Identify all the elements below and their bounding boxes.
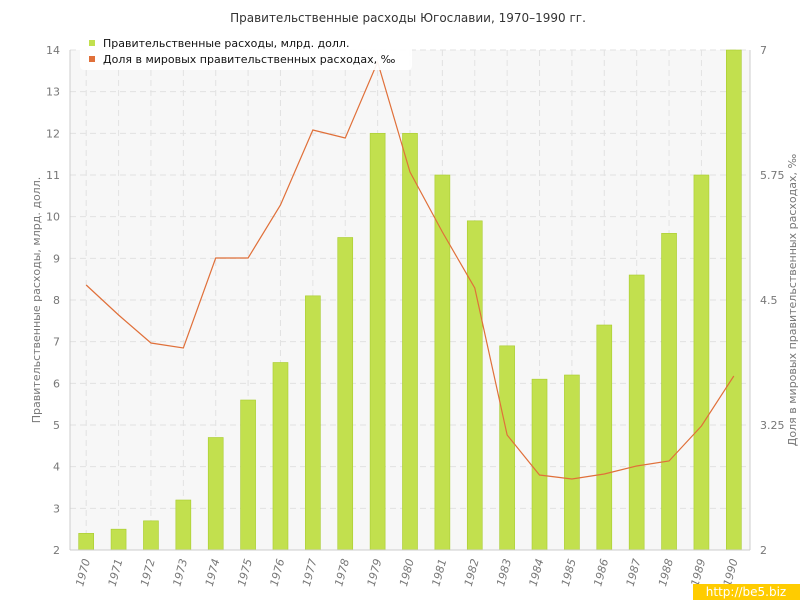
- bar-1987: [628, 274, 645, 551]
- bar-1974: [207, 437, 224, 551]
- y-tick-left: 7: [53, 336, 60, 349]
- legend-item-bars: Правительственные расходы, млрд. долл.: [103, 37, 349, 50]
- bar-1970: [78, 533, 94, 551]
- bar-1973: [175, 499, 192, 551]
- watermark-link[interactable]: http://be5.biz: [706, 585, 786, 599]
- y-tick-left: 6: [53, 377, 60, 390]
- y-tick-right: 4.5: [760, 294, 778, 307]
- y-tick-left: 13: [46, 86, 60, 99]
- chart-title: Правительственные расходы Югославии, 197…: [230, 11, 586, 25]
- y-tick-left: 8: [53, 294, 60, 307]
- bar-1979: [369, 133, 386, 551]
- y-tick-right: 7: [760, 44, 767, 57]
- bar-1978: [337, 237, 354, 551]
- y-tick-left: 10: [46, 211, 60, 224]
- bar-1975: [240, 399, 256, 551]
- y-tick-right: 3.25: [760, 419, 785, 432]
- bar-1983: [499, 345, 515, 551]
- bar-1990: [726, 49, 742, 551]
- y-axis-label-left: Правительственные расходы, млрд. долл.: [30, 177, 43, 423]
- bar-1976: [272, 362, 289, 551]
- y-tick-left: 4: [53, 461, 60, 474]
- legend-item-line: Доля в мировых правительственных расхода…: [103, 53, 396, 66]
- bar-1986: [596, 324, 613, 551]
- y-tick-left: 12: [46, 127, 60, 140]
- y-tick-left: 14: [46, 44, 60, 57]
- bars: [78, 49, 742, 551]
- bar-1982: [466, 220, 483, 551]
- bar-1972: [143, 520, 159, 551]
- y-tick-right: 2: [760, 544, 767, 557]
- y-tick-left: 2: [53, 544, 60, 557]
- bar-1977: [305, 295, 321, 551]
- y-tick-left: 9: [53, 252, 60, 265]
- bar-1971: [110, 528, 127, 551]
- y-tick-left: 11: [46, 169, 60, 182]
- bar-1989: [693, 174, 710, 551]
- legend-swatch-bars: [89, 40, 95, 46]
- y-tick-right: 5.75: [760, 169, 785, 182]
- bar-1980: [402, 133, 418, 551]
- legend: Правительственные расходы, млрд. долл. Д…: [80, 34, 412, 70]
- y-tick-left: 5: [53, 419, 60, 432]
- legend-swatch-line: [89, 56, 95, 62]
- line-series: [85, 60, 735, 480]
- y-tick-left: 3: [53, 502, 60, 515]
- axes: [69, 50, 751, 551]
- bar-1985: [564, 374, 580, 551]
- bar-1984: [531, 378, 548, 551]
- y-axis-label-right: Доля в мировых правительственных расхода…: [786, 154, 799, 447]
- bar-1988: [661, 233, 677, 551]
- watermark-badge: [693, 584, 800, 600]
- line-share: [85, 60, 735, 480]
